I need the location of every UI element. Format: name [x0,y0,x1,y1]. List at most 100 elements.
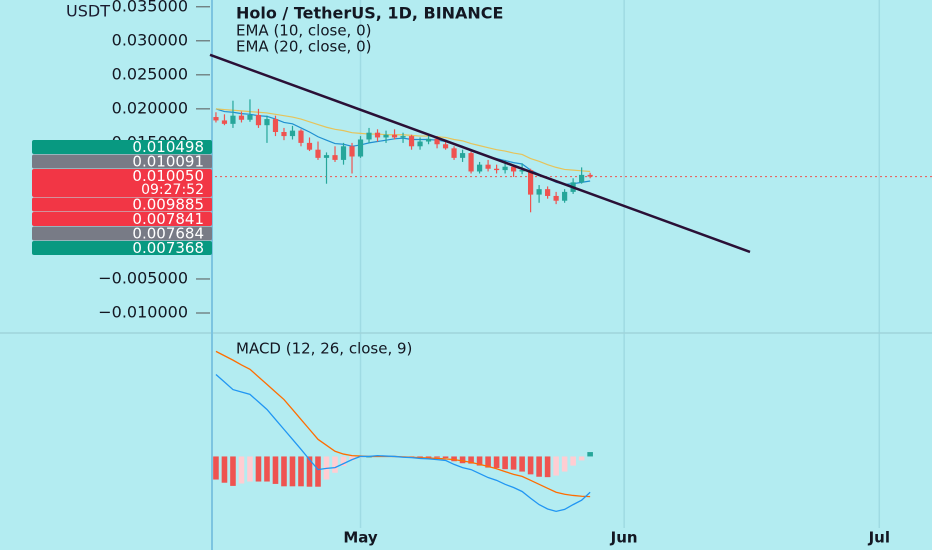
y-tick-label: −0.005000 [98,268,188,287]
y-tick-label: 0.035000 [112,0,188,15]
price-label-box [32,241,212,255]
macd-histogram-bar [230,456,236,486]
candle-body [493,168,500,171]
y-axis: May Jun Jul 0.035000 0.030000 0.025000 0.02000… [98,0,890,547]
price-label: 0.010091 [132,153,204,171]
price-labels: 0.0104980.0100910.01005009:27:520.009885… [32,138,212,257]
candle-body [400,136,406,138]
candle-body [476,164,483,172]
macd-histogram-bar [306,456,313,487]
candle-body [340,146,347,160]
candle-body [528,170,534,195]
macd-histogram-bar [451,456,457,462]
price-label: 0.007368 [132,239,204,257]
candle-body [383,134,389,138]
y-tick-label: 0.025000 [112,64,188,83]
y-tick-label: 0.020000 [112,98,188,117]
candle-body [349,146,355,157]
x-tick-label: Jun [610,529,638,547]
candle-body [502,166,508,171]
candle-body [562,191,568,201]
candle-body [459,153,466,158]
macd-histogram-bar [493,456,500,468]
macd-histogram-bar [247,456,253,482]
candle-body [247,114,253,120]
indicator-label: EMA (10, close, 0) [236,22,372,40]
candle-body [306,142,313,150]
macd-histogram-bar [587,452,593,457]
price-label-box [32,169,212,197]
candle-body [238,115,245,120]
plot-layer [209,53,932,513]
candle-body [332,155,338,160]
macd-histogram-bar [476,456,483,466]
grid-layer [359,0,881,528]
macd-histogram-bar [238,456,245,484]
candle-body [553,195,559,201]
price-label: 0.007684 [132,225,204,243]
macd-histogram-bar [442,456,449,459]
macd-histogram-bar [578,456,585,461]
candle-body [315,149,321,158]
y-tick-label: −0.010000 [98,302,188,321]
currency-label: USDT [66,2,110,21]
macd-histogram-bar [315,456,321,487]
macd-histogram-bar [255,456,262,482]
price-label-box [32,140,212,154]
macd-title: MACD (12, 26, close, 9) [236,340,412,358]
price-label-box [32,197,212,212]
price-label-time: 09:27:52 [141,182,204,198]
candle-body [391,134,398,138]
price-label: 0.009885 [132,196,204,214]
candle-body [451,148,457,158]
macd-histogram-bar [459,456,466,464]
macd-histogram-bar [264,456,270,482]
candle-body [323,155,330,158]
macd-histogram-bar [485,456,491,468]
macd-histogram-bar [570,456,576,466]
candle-body [425,138,432,142]
macd-histogram-bar [434,456,440,458]
candle-body [408,136,415,147]
candle-body [289,130,296,137]
candle-body [366,132,372,140]
candle-body [417,141,423,147]
chart-title: Holo / TetherUS, 1D, BINANCE [236,4,503,23]
price-label: 0.010050 [132,167,204,185]
macd-histogram-bar [272,456,279,484]
macd-histogram-bar [213,456,219,480]
macd-histogram-bar [417,456,423,458]
macd-histogram-bar [502,456,508,470]
macd-histogram-bar [281,456,287,487]
candle-body [221,120,228,124]
candle-body [442,144,449,149]
y-tick-label: 0.030000 [112,30,188,49]
x-tick-label: May [343,529,378,547]
price-label-box [32,226,212,241]
candle-body [357,139,364,157]
macd-histogram-bar [221,456,228,483]
macd-histogram-bar [544,456,551,478]
candle-body [579,174,585,183]
macd-line [215,373,591,513]
macd-histogram-bar [561,456,568,472]
candle-body [298,130,304,143]
price-label-box [32,154,212,169]
macd-histogram-bar [527,456,534,475]
macd-histogram-bar [519,456,525,472]
macd-histogram-bar [340,456,347,467]
candle-body [264,119,270,126]
candle-body [213,117,219,121]
trendline [209,53,751,254]
candle-body [255,114,262,126]
candle-body [519,170,525,172]
candle-body [587,174,593,177]
candle-body [281,132,287,137]
macd-histogram-bar [289,456,296,487]
macd-histogram-bar [298,456,304,487]
macd-histogram-bar [553,456,559,476]
price-label-box [32,212,212,226]
x-tick-label: Jul [868,529,890,547]
